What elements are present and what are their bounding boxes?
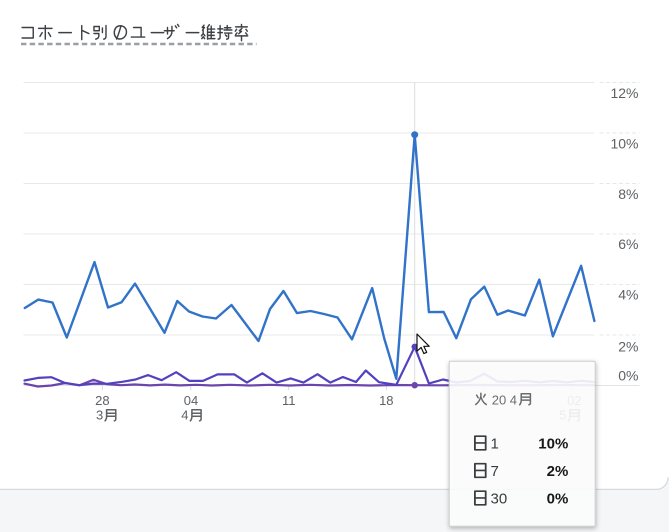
svg-text:4%: 4% [618,287,638,303]
svg-text:6%: 6% [618,236,638,252]
svg-text:8%: 8% [618,186,638,202]
svg-text:10%: 10% [610,136,638,152]
svg-text:0%: 0% [547,491,569,508]
svg-text:7: 7 [491,463,499,480]
svg-text:18: 18 [379,393,393,408]
svg-text:20: 20 [492,393,506,408]
svg-text:12%: 12% [610,85,638,101]
svg-text:11: 11 [282,393,296,408]
svg-text:4: 4 [510,393,517,408]
svg-text:1: 1 [491,436,499,453]
svg-text:2%: 2% [618,339,638,355]
svg-text:0%: 0% [618,368,638,384]
svg-text:04: 04 [184,393,198,408]
svg-text:10%: 10% [538,436,568,453]
svg-text:2%: 2% [547,463,569,480]
svg-text:28: 28 [95,393,109,408]
svg-text:30: 30 [491,491,508,508]
svg-text:4: 4 [181,407,188,422]
svg-text:3: 3 [96,407,103,422]
